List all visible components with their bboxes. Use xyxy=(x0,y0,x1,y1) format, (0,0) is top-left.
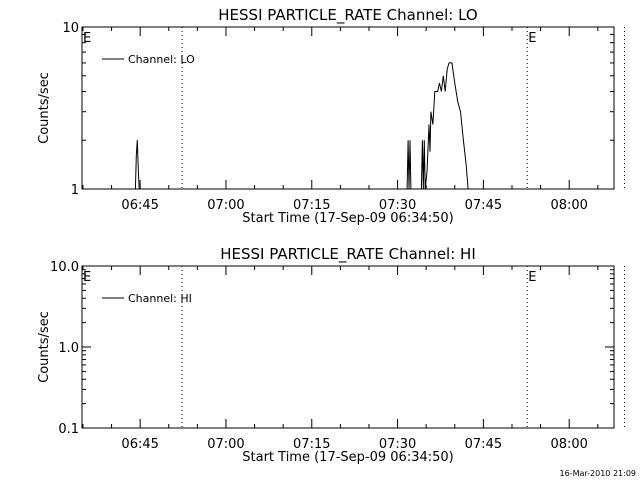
x-tick-label: 07:30 xyxy=(379,437,416,452)
y-axis-label: Counts/sec xyxy=(37,72,52,144)
plot-frame xyxy=(81,265,615,429)
legend-entry: Channel: LO xyxy=(128,53,195,66)
x-tick-label: 07:30 xyxy=(379,198,416,213)
x-tick-label: 07:45 xyxy=(465,198,502,213)
footer-timestamp: 16-Mar-2010 21:09 xyxy=(560,469,637,478)
x-tick-label: 07:15 xyxy=(293,198,330,213)
x-tick-label: 07:45 xyxy=(465,437,502,452)
chart-title: HESSI PARTICLE_RATE Channel: HI xyxy=(220,245,476,264)
legend-entry: Channel: HI xyxy=(128,292,192,305)
y-axis-label: Counts/sec xyxy=(37,311,52,383)
plot-frame xyxy=(81,26,615,190)
x-tick-label: 08:00 xyxy=(550,198,587,213)
chart-panel-1: HESSI PARTICLE_RATE Channel: HI 06:45 07:0… xyxy=(37,245,625,465)
y-tick-label: 0.1 xyxy=(58,422,79,437)
x-axis-label: Start Time (17-Sep-09 06:34:50) xyxy=(242,450,453,465)
y-tick-label: 1.0 xyxy=(58,341,79,356)
x-tick-label: 07:00 xyxy=(207,198,244,213)
y-tick-label: 1 xyxy=(71,183,79,198)
x-tick-label: 07:00 xyxy=(207,437,244,452)
chart-title: HESSI PARTICLE_RATE Channel: LO xyxy=(218,6,477,25)
series-line-0 xyxy=(134,62,469,190)
x-tick-label: 06:45 xyxy=(121,198,158,213)
chart-panel-0: HESSI PARTICLE_RATE Channel: LO 06:45 07:0… xyxy=(37,6,625,226)
time-marker-label: E xyxy=(528,31,536,46)
x-axis-label: Start Time (17-Sep-09 06:34:50) xyxy=(242,211,453,226)
start-marker-label: E xyxy=(83,270,91,285)
y-tick-label: 10.0 xyxy=(50,260,79,275)
start-marker-label: E xyxy=(83,31,91,46)
x-tick-label: 07:15 xyxy=(293,437,330,452)
x-tick-label: 08:00 xyxy=(550,437,587,452)
y-tick-label: 10 xyxy=(62,21,79,36)
time-marker-label: E xyxy=(528,270,536,285)
x-tick-label: 06:45 xyxy=(121,437,158,452)
